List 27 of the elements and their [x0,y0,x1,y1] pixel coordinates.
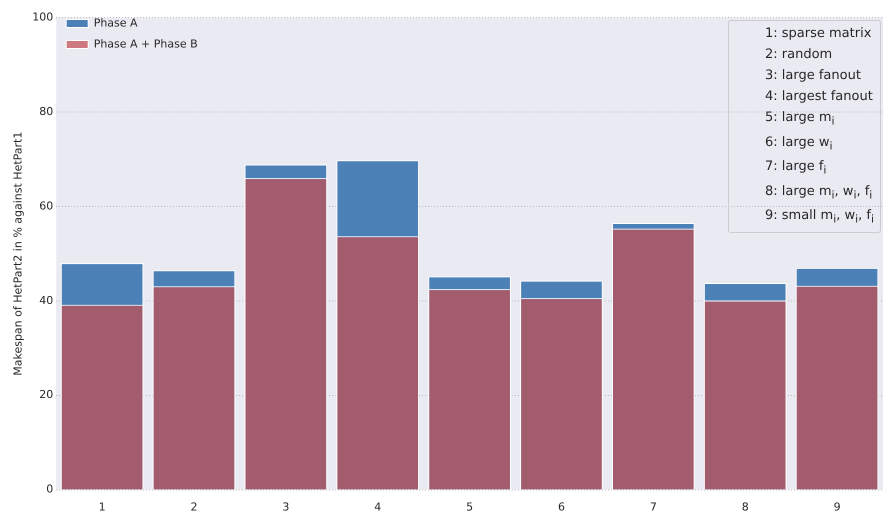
y-tick-label: 40 [39,294,54,307]
x-tick-label: 4 [374,500,382,514]
x-tick-label: 9 [834,500,841,514]
y-tick-label: 100 [32,10,54,24]
y-tick-label: 20 [39,388,54,402]
annotation: 6: large w$_{i}$ [764,134,834,154]
x-tick-label: 8 [742,500,749,514]
legend-label: Phase A [94,16,138,30]
annotation: 7: large f$_{i}$ [764,158,828,179]
y-tick-label: 60 [39,199,54,212]
x-tick-label: 1 [98,500,106,514]
x-tick-label: 5 [466,500,474,514]
x-tick-label: 7 [650,500,657,514]
annotation: 8: large m$_{i}$, w$_{i}$, f$_{i}$ [764,182,874,204]
annotation: 9: small m$_{i}$, w$_{i}$, f$_{i}$ [764,207,874,228]
annotation: 3: large fanout [764,67,862,85]
x-tick-label: 3 [282,500,290,514]
x-tick-label: 2 [190,500,198,514]
y-tick-label: 80 [39,104,54,118]
annotation: 5: large m$_{i}$ [764,109,836,130]
annotation: 1: sparse matrix [764,25,872,43]
y-tick-label: 0 [46,482,54,496]
legend-label: Phase A + Phase B [94,37,198,50]
x-tick-label: 6 [558,500,565,514]
annotation: 2: random [764,46,834,64]
y-axis-title: Makespan of HetPart2 in % against HetPart1 [11,132,24,376]
annotation: 4: largest fanout [764,88,874,106]
